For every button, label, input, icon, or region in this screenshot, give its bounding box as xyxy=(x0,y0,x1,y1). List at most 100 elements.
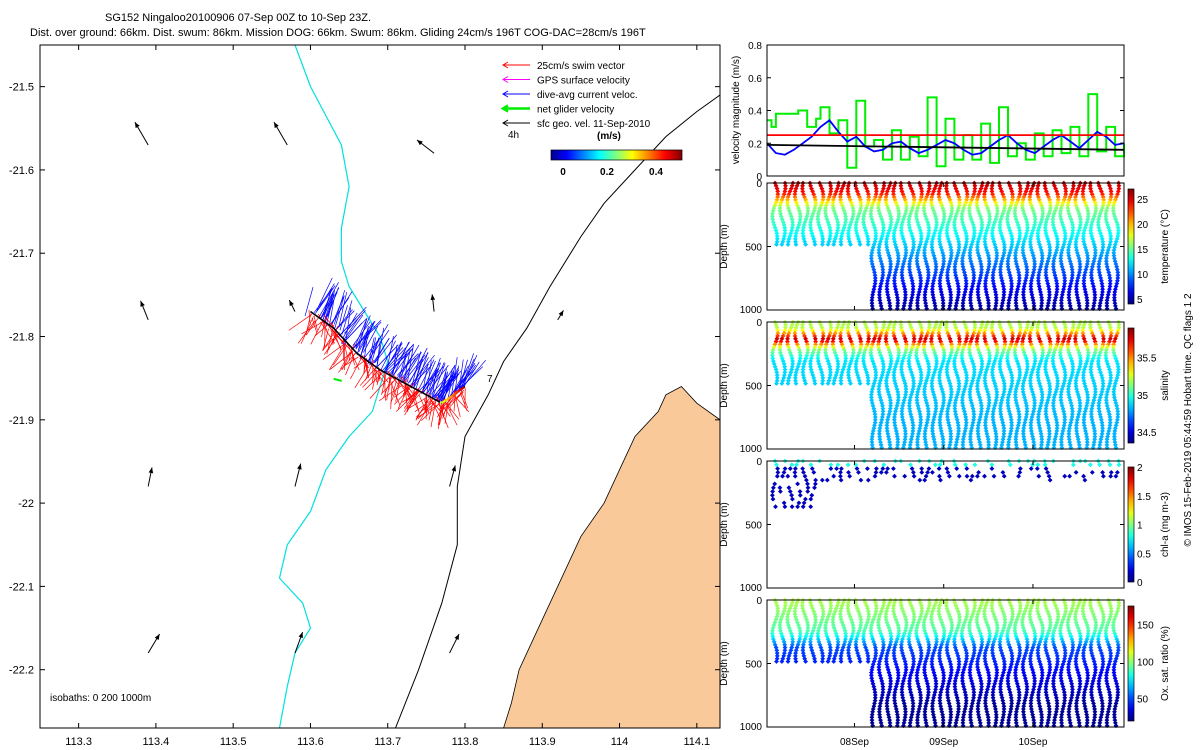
section-point xyxy=(956,242,962,247)
section-point xyxy=(819,381,825,386)
track-speed-segment xyxy=(442,399,447,404)
swim-vector xyxy=(350,356,363,380)
section-point xyxy=(896,208,902,214)
section-point xyxy=(940,300,946,306)
swim-vector xyxy=(288,313,313,331)
swim-vector xyxy=(401,391,421,403)
dac-vector xyxy=(427,362,441,399)
section-point xyxy=(846,469,851,475)
colorbar-tick-label: 35 xyxy=(1137,391,1149,402)
colorbar-tick-label: 25 xyxy=(1137,195,1149,206)
section-point xyxy=(948,289,953,295)
section-point xyxy=(781,500,787,506)
section-point xyxy=(774,233,780,239)
section-point xyxy=(835,462,841,468)
section-point xyxy=(792,469,798,475)
section-point xyxy=(1108,473,1114,479)
swim-vector xyxy=(403,387,420,412)
section-point xyxy=(881,462,887,468)
section-point xyxy=(1081,473,1087,479)
section-point xyxy=(1017,469,1023,475)
section-point xyxy=(857,242,863,247)
section-point xyxy=(888,261,894,267)
section-point xyxy=(944,225,950,231)
track-speed-colored xyxy=(439,386,465,404)
section-point xyxy=(824,477,830,483)
section-point xyxy=(899,272,905,278)
section-point xyxy=(877,289,882,295)
section-point xyxy=(1042,462,1048,468)
dac-vector xyxy=(458,359,464,392)
dac-vector xyxy=(436,368,447,401)
section-point xyxy=(869,300,875,306)
section-point xyxy=(932,462,938,468)
swim-vector xyxy=(405,386,420,411)
section-point xyxy=(1016,473,1022,479)
dac-vector xyxy=(431,369,437,398)
dac-vector xyxy=(409,347,428,383)
legend-arrowhead xyxy=(502,119,509,127)
swim-vector xyxy=(353,359,366,369)
section-points xyxy=(769,597,1122,729)
section-point xyxy=(982,281,988,287)
section-ylabel: Depth (m) xyxy=(719,363,730,407)
dac-vector xyxy=(342,312,358,339)
isobaths-label: isobaths: 0 200 1000m xyxy=(50,693,151,704)
swim-vector xyxy=(372,370,378,390)
section-point xyxy=(963,462,969,468)
swim-vector xyxy=(323,333,339,355)
colorbar-tick-label: 0 xyxy=(1137,578,1143,589)
section-point xyxy=(1070,462,1076,468)
swim-vector xyxy=(362,368,381,388)
section-point xyxy=(885,466,891,472)
velocity-series-line xyxy=(766,119,1125,156)
section-point xyxy=(837,473,843,479)
velocity-series-line xyxy=(766,144,1125,151)
swim-vector xyxy=(369,377,390,399)
section-point xyxy=(838,381,844,386)
section-point xyxy=(1013,295,1019,301)
time-label: 4h xyxy=(508,130,519,141)
section-point xyxy=(937,281,943,287)
geo-velocity-arrowhead xyxy=(298,632,303,639)
section-point xyxy=(938,477,943,483)
section-ytick-label: 500 xyxy=(745,243,762,254)
legend-label: 25cm/s swim vector xyxy=(537,61,625,72)
section-point xyxy=(797,211,803,217)
dac-vector xyxy=(413,356,423,389)
section-point xyxy=(777,205,783,211)
section-points xyxy=(769,319,1122,451)
velocity-panel: 00.20.40.60.8 velocity magnitude (m/s) xyxy=(731,41,1125,183)
section-point xyxy=(971,275,977,281)
section-point xyxy=(819,477,825,483)
section-point xyxy=(887,258,893,264)
section-point xyxy=(1020,292,1026,298)
swim-vector xyxy=(335,333,351,350)
section-point xyxy=(902,289,908,295)
section-point xyxy=(948,247,954,253)
section-point xyxy=(971,272,977,278)
swim-vector xyxy=(305,315,321,336)
section-point xyxy=(967,247,973,253)
section-point xyxy=(1006,300,1012,306)
swim-vector xyxy=(322,344,345,360)
dac-vector xyxy=(402,351,422,382)
section-point xyxy=(895,300,901,306)
section-point xyxy=(914,300,920,306)
figure-subtitle: Dist. over ground: 66km. Dist. swum: 86k… xyxy=(30,27,646,39)
dac-vector xyxy=(384,347,407,371)
dac-vector xyxy=(415,352,429,390)
section-ytick-label: 0 xyxy=(756,179,762,190)
dac-vector xyxy=(369,337,377,366)
section-colorbar xyxy=(1127,327,1135,444)
section-point xyxy=(929,469,935,475)
section-point xyxy=(964,466,970,472)
velocity-series-line xyxy=(767,93,1125,169)
section-point xyxy=(1067,473,1073,479)
colorbar-tick-label: 15 xyxy=(1137,245,1149,256)
section-point xyxy=(892,275,897,281)
section-point xyxy=(1020,200,1025,206)
section-point xyxy=(865,381,871,386)
section-point xyxy=(796,500,802,506)
swim-vector xyxy=(332,343,349,366)
